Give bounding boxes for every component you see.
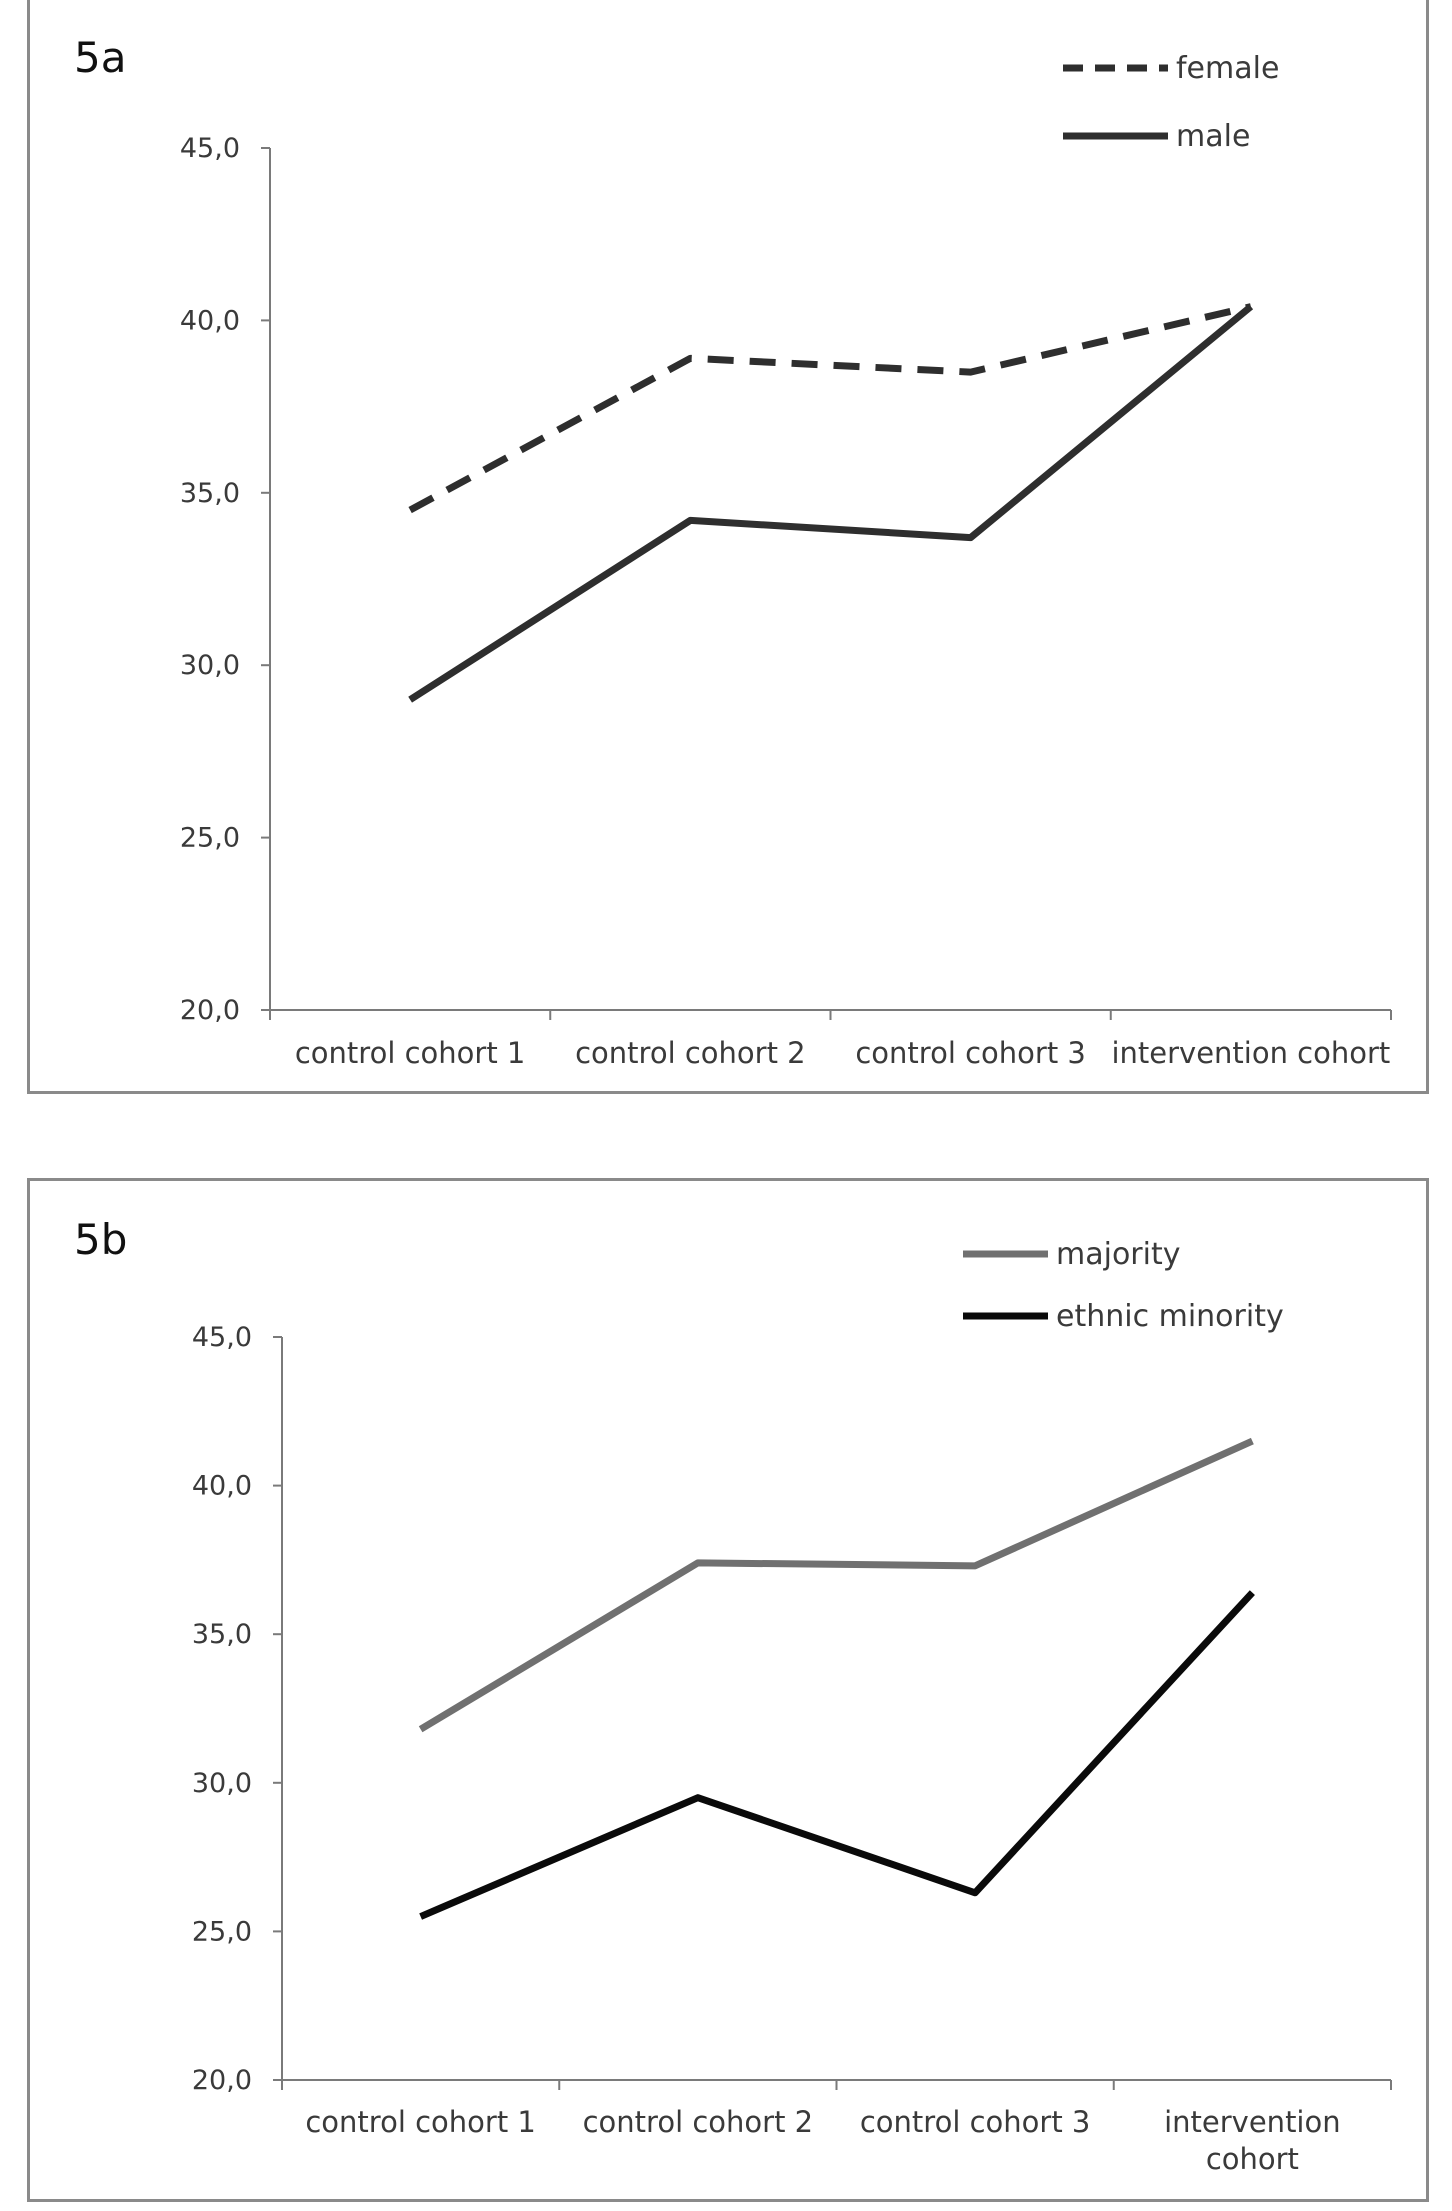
y-tick-label: 30,0 [180,650,240,681]
series-line-male [408,303,1254,703]
y-tick-label: 25,0 [192,1916,252,1947]
y-tick-label: 20,0 [180,995,240,1026]
y-tick-label: 45,0 [192,1322,252,1353]
y-tick-label: 40,0 [192,1471,252,1502]
legend-label: majority [1056,1237,1180,1272]
y-tick-label: 45,0 [180,133,240,164]
chart-panel-5b: 5b [27,1178,1429,2202]
y-tick-label: 35,0 [192,1619,252,1650]
series-line-ethnic-minority [419,1590,1255,1920]
panel-label: 5a [74,33,127,82]
y-tick-label: 30,0 [192,1768,252,1799]
x-tick-label: control cohort 1 [295,1036,526,1070]
legend-label: male [1176,119,1250,154]
series-line-majority [418,1437,1254,1733]
x-tick-label: control cohort 2 [583,2105,814,2139]
x-tick-label: intervention cohort [1111,1036,1390,1070]
x-tick-label: control cohort 1 [305,2105,536,2139]
x-tick-label: control cohort 3 [860,2105,1091,2139]
x-tick-label: intervention cohort [1164,2105,1341,2176]
y-tick-label: 25,0 [180,823,240,854]
chart-panel-5a: 5a [27,0,1429,1094]
y-tick-label: 40,0 [180,305,240,336]
x-tick-label: control cohort 3 [855,1036,1086,1070]
legend-label: female [1176,51,1279,86]
x-tick-label: control cohort 2 [575,1036,806,1070]
y-tick-label: 20,0 [192,2065,252,2096]
panel-label: 5b [74,1215,128,1264]
legend-label: ethnic minority [1056,1299,1284,1334]
y-tick-label: 35,0 [180,478,240,509]
